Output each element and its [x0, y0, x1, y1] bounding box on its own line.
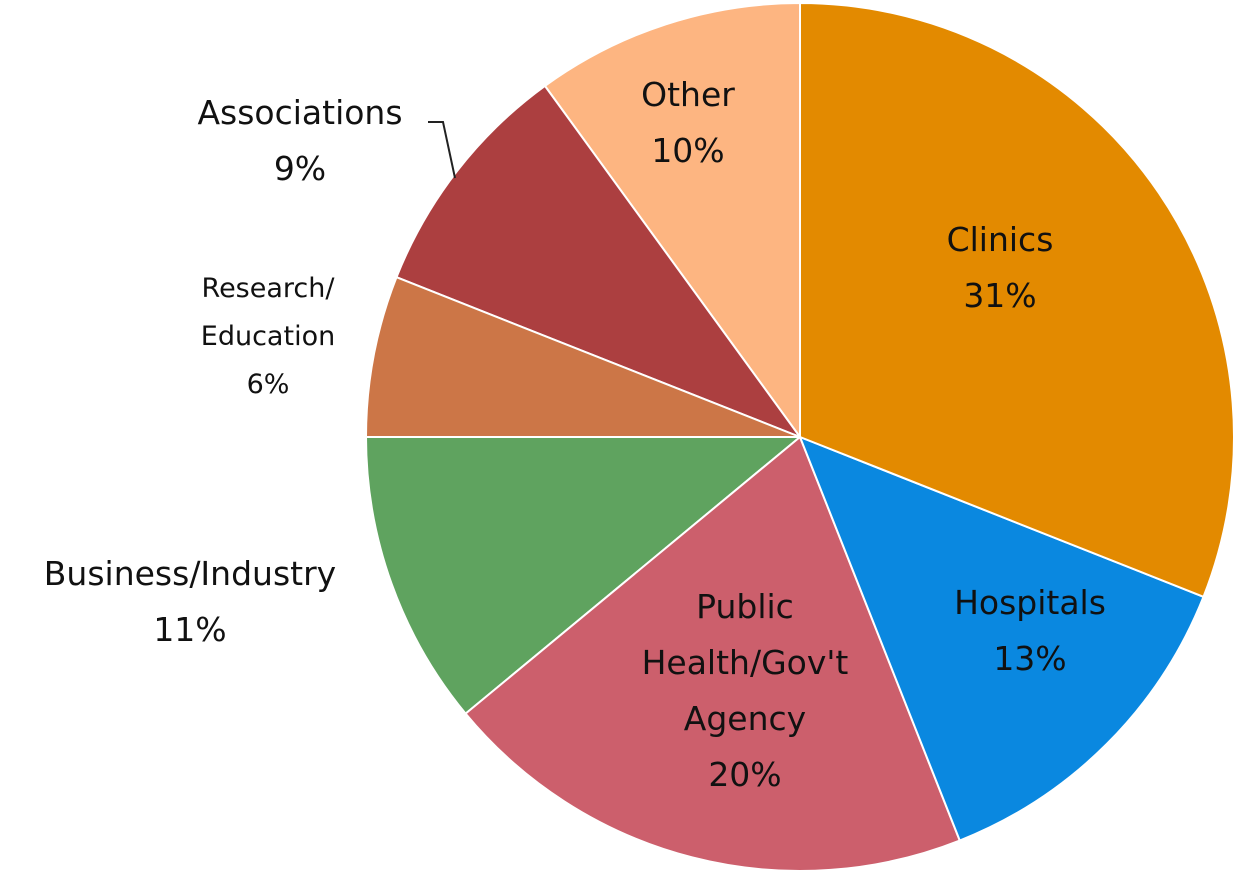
category-name: Other [641, 75, 735, 114]
category-name: Research/ Education [200, 273, 336, 352]
slice-label: Clinics 31% [850, 212, 1150, 324]
pie-slice [798, 435, 1205, 842]
value-label: 31% [963, 276, 1037, 315]
pie-slice [395, 84, 803, 440]
value-label: 10% [651, 131, 725, 170]
value-label: 20% [708, 755, 782, 794]
category-name: Hospitals [954, 583, 1106, 622]
value-label: 13% [993, 639, 1067, 678]
category-name: Public Health/Gov't Agency [641, 587, 849, 738]
pie-slice [364, 275, 801, 438]
pie-slice [464, 435, 962, 872]
category-name: Business/Industry [43, 554, 337, 593]
slice-label: Public Health/Gov't Agency 20% [605, 579, 885, 803]
value-label: 11% [153, 610, 227, 649]
slice-label: Hospitals 13% [880, 575, 1180, 687]
value-label: 9% [273, 149, 327, 188]
leader-line [428, 121, 456, 179]
pie-slice [364, 436, 803, 716]
category-name: Clinics [946, 220, 1054, 259]
category-name: Associations [197, 93, 403, 132]
slice-label: Research/ Education 6% [168, 265, 368, 409]
slice-label: Business/Industry 11% [0, 546, 390, 658]
pie-slice [799, 1, 1235, 599]
value-label: 6% [246, 369, 290, 400]
slice-label: Associations 9% [150, 85, 450, 197]
slice-label: Other 10% [538, 67, 838, 179]
pie-slice [543, 1, 801, 441]
